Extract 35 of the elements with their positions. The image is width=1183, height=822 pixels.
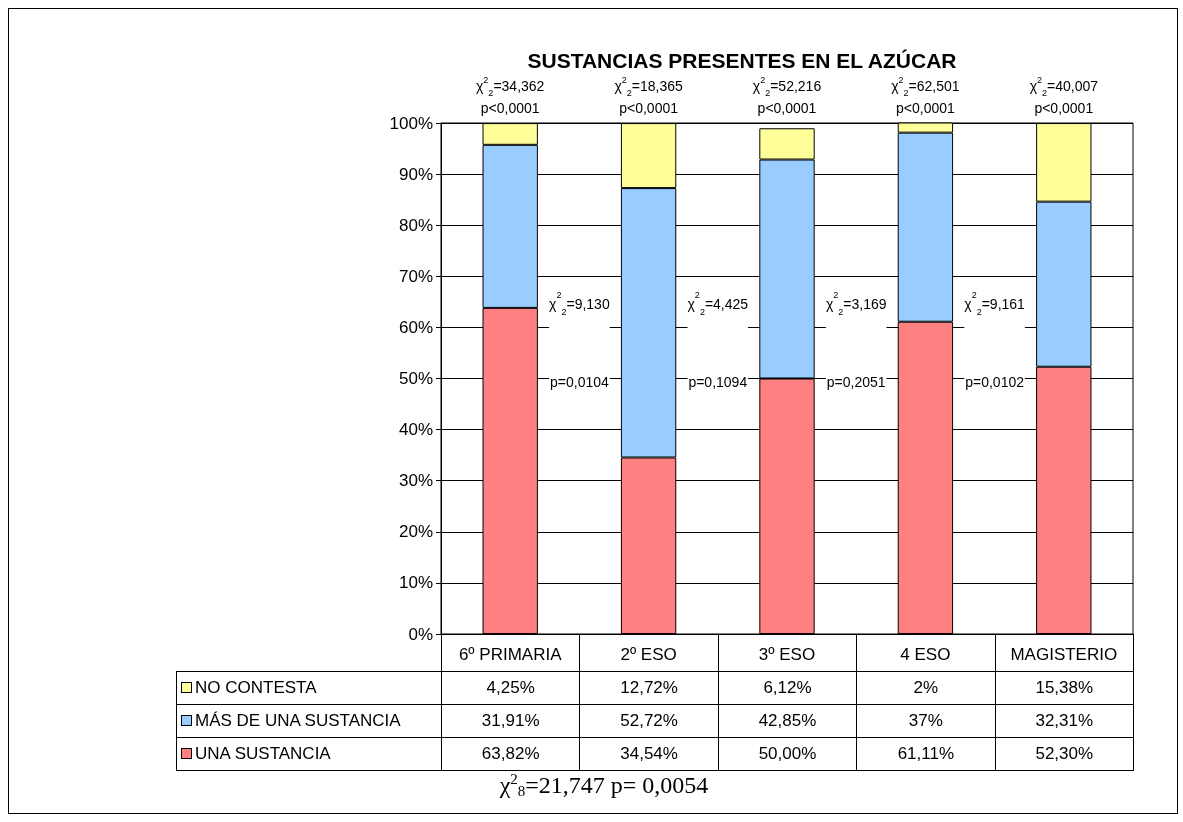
y-tick-label: 20% <box>398 522 433 542</box>
data-label: 52,30% <box>995 737 1134 770</box>
chart-title: SUSTANCIAS PRESENTES EN EL AZÚCAR <box>527 49 957 72</box>
data-label: 31,91% <box>441 704 580 737</box>
y-tick-label: 0% <box>408 624 433 644</box>
data-label: 6,12% <box>718 671 857 704</box>
x-tick-label: 4 ESO <box>900 645 951 664</box>
y-tick-label: 70% <box>398 266 433 286</box>
y-tick-label: 30% <box>398 471 433 491</box>
legend-label: UNA SUSTANCIA <box>176 737 442 770</box>
legend-label: MÁS DE UNA SUSTANCIA <box>176 704 442 737</box>
data-label: 12,72% <box>579 671 719 704</box>
data-label: 63,82% <box>441 737 580 770</box>
y-tick-label: 60% <box>398 317 433 337</box>
data-label: 2% <box>856 671 996 704</box>
y-tick-label: 10% <box>398 573 433 593</box>
data-label: 42,85% <box>718 704 857 737</box>
x-tick-label: 3º ESO <box>758 645 816 664</box>
data-label: 52,72% <box>579 704 719 737</box>
data-label: 61,11% <box>856 737 996 770</box>
y-tick-label: 50% <box>398 369 433 388</box>
y-tick-label: 100% <box>389 113 433 133</box>
data-label: 50,00% <box>718 737 857 770</box>
data-label: 34,54% <box>579 737 719 770</box>
x-tick-label: 2º ESO <box>620 645 677 664</box>
legend-label: NO CONTESTA <box>176 671 442 704</box>
y-tick-label: 90% <box>398 164 433 184</box>
data-label: 4,25% <box>441 671 580 704</box>
data-label: 32,31% <box>995 704 1134 737</box>
y-tick-label: 80% <box>398 215 433 235</box>
data-label: 15,38% <box>995 671 1134 704</box>
y-tick-label: 40% <box>398 420 433 440</box>
data-label: 37% <box>856 704 996 737</box>
x-tick-label: MAGISTERIO <box>1010 645 1118 664</box>
x-tick-label: 6º PRIMARIA <box>458 645 563 664</box>
